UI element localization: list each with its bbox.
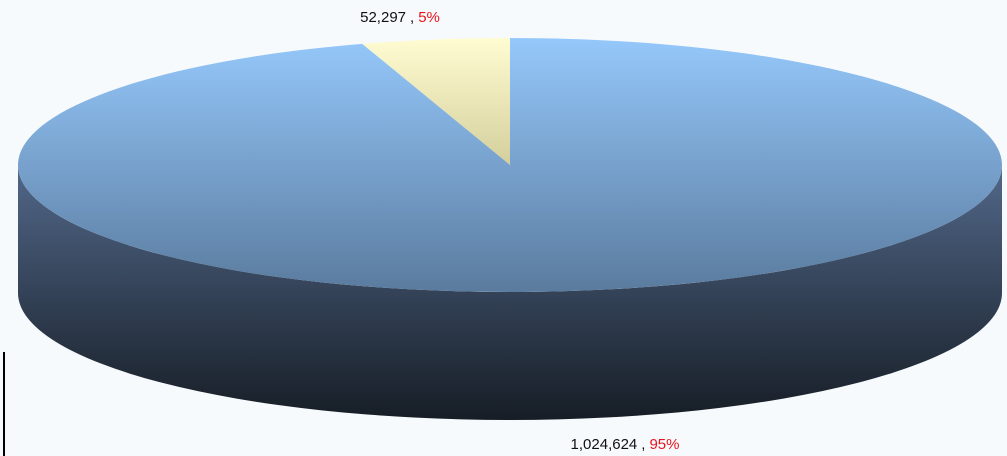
pie-slice xyxy=(362,38,510,165)
value-label: 1,024,624 xyxy=(571,436,638,453)
value-label: 52,297 xyxy=(360,9,406,26)
label-separator: , xyxy=(410,9,414,26)
percent-label: 5% xyxy=(418,9,440,26)
pie-slice xyxy=(17,38,1002,292)
label-separator: , xyxy=(641,436,645,453)
percent-label: 95% xyxy=(649,436,679,453)
slice-label: 1,024,624, 95% xyxy=(571,436,680,453)
slice-label: 52,297, 5% xyxy=(360,9,440,26)
pie-side xyxy=(18,165,1002,420)
